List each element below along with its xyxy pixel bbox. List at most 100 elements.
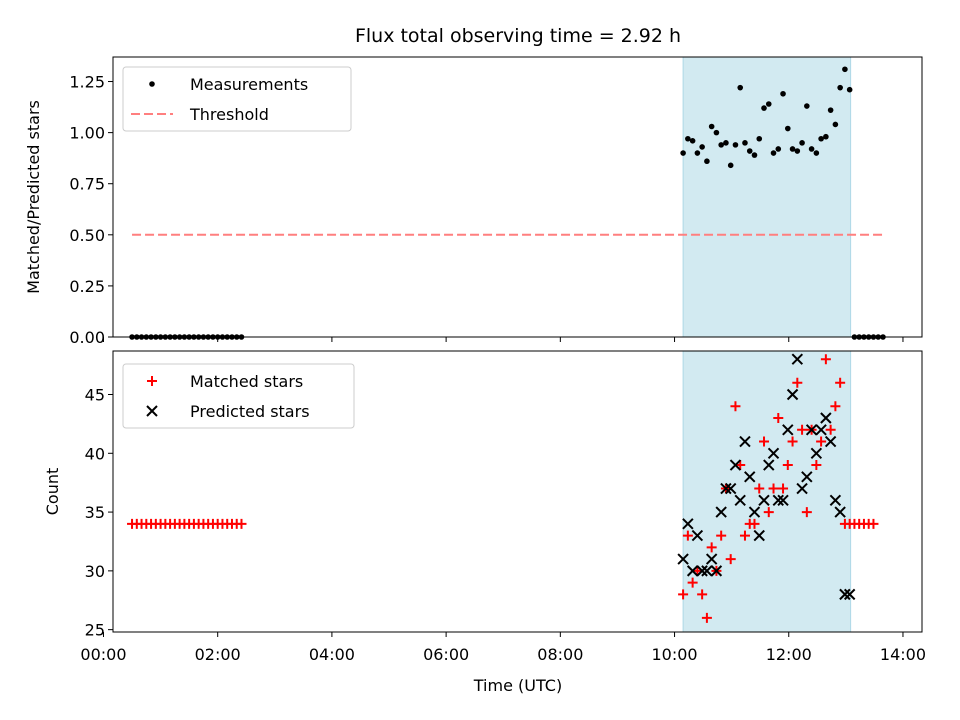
matched-stars-point	[687, 577, 698, 588]
measurement-point	[742, 140, 748, 146]
predicted-stars-point	[724, 482, 737, 495]
matched-stars-point	[801, 507, 812, 518]
y-tick-label: 0.50	[69, 226, 105, 245]
x-tick-label: 04:00	[309, 645, 355, 664]
matched-stars-point	[811, 460, 822, 471]
measurement-point	[746, 148, 753, 154]
predicted-stars-point	[677, 553, 689, 565]
axes-frame	[112, 350, 923, 633]
matched-stars-point	[797, 424, 808, 435]
predicted-stars-point	[758, 494, 770, 507]
axes-frame	[112, 56, 923, 338]
predicted-stars-point	[705, 553, 718, 565]
matched-stars-point	[749, 518, 760, 529]
predicted-stars-point	[839, 588, 851, 601]
x-tick-label: 02:00	[195, 645, 241, 664]
matched-stars-point	[830, 401, 841, 412]
matched-stars-point	[820, 354, 831, 365]
matched-stars-point	[754, 483, 765, 494]
x-tick-label: 00:00	[80, 645, 126, 664]
predicted-stars-point	[739, 435, 751, 448]
predicted-stars-point	[763, 459, 775, 471]
matched-stars-point	[236, 518, 247, 529]
x-tick-label: 08:00	[537, 645, 583, 664]
predicted-stars-point	[820, 412, 832, 424]
predicted-stars-point	[829, 494, 842, 507]
predicted-stars-point	[691, 529, 704, 542]
predicted-stars-point	[815, 424, 827, 436]
legend-label: Predicted stars	[190, 402, 310, 421]
series-matched-stars	[127, 354, 879, 623]
legend: Matched stars Predicted stars	[122, 363, 355, 429]
x-tick-label: 10:00	[651, 645, 697, 664]
measurement-point	[756, 135, 763, 142]
x-tick-label: 12:00	[766, 645, 812, 664]
measurement-point	[775, 146, 782, 152]
legend-box	[122, 66, 352, 132]
matched-stars-point	[782, 460, 793, 471]
matched-stars-point	[768, 483, 779, 494]
predicted-stars-point	[748, 506, 761, 518]
legend-box	[122, 363, 355, 429]
measurement-point	[680, 150, 686, 156]
matched-stars-point	[678, 589, 689, 600]
predicted-stars-point	[715, 506, 727, 518]
measurement-point	[708, 123, 715, 130]
chart-title: Flux total observing time = 2.92 h	[355, 25, 681, 47]
y-tick-label: 30	[85, 562, 105, 581]
matched-stars-point	[787, 436, 798, 447]
measurement-point	[799, 140, 805, 146]
matched-stars-point	[835, 377, 846, 388]
predicted-stars-point	[791, 353, 804, 365]
measurement-point	[685, 135, 691, 142]
legend: Measurements Threshold	[122, 66, 352, 132]
measurement-point	[694, 150, 701, 156]
predicted-stars-point	[824, 435, 837, 448]
measurement-point	[689, 137, 696, 144]
predicted-stars-point	[686, 565, 699, 577]
legend-label: Threshold	[189, 105, 269, 124]
measurement-point	[808, 146, 815, 152]
y-tick-label: 0.00	[69, 328, 105, 347]
matched-stars-point	[763, 507, 774, 518]
legend-label: Matched stars	[190, 372, 303, 391]
legend-label: Measurements	[190, 75, 308, 94]
y-tick-label: 1.00	[69, 124, 105, 143]
y-tick-label: 0.25	[69, 277, 105, 296]
y-tick-label: 0.75	[69, 175, 105, 194]
matched-stars-point	[773, 413, 784, 424]
predicted-stars-point	[744, 471, 756, 483]
matched-stars-point	[697, 589, 708, 600]
predicted-stars-point	[834, 506, 846, 518]
measurement-point	[827, 107, 834, 113]
predicted-stars-point	[782, 424, 794, 436]
measurement-point	[794, 148, 801, 154]
predicted-stars-point	[682, 518, 694, 530]
matched-stars-point	[868, 518, 879, 529]
measurement-point	[780, 90, 786, 97]
measurement-point	[837, 84, 843, 91]
matched-stars-point	[778, 483, 789, 494]
matched-stars-point	[816, 436, 827, 447]
x-tick-label: 06:00	[423, 645, 469, 664]
measurement-point	[699, 144, 705, 150]
y-tick-label: 1.25	[69, 73, 105, 92]
matched-stars-point	[725, 554, 736, 565]
measurement-point	[723, 140, 729, 146]
measurement-point	[770, 150, 777, 156]
predicted-stars-point	[729, 459, 742, 471]
predicted-stars-point	[796, 482, 808, 495]
predicted-stars-point	[710, 565, 723, 577]
matched-stars-point	[792, 377, 803, 388]
legend-dot-marker	[149, 81, 155, 87]
observing-window-band	[682, 56, 852, 338]
measurement-point	[823, 133, 829, 140]
measurement-point	[832, 121, 839, 128]
y-tick-label: 35	[85, 503, 105, 522]
matched-stars-point	[692, 565, 703, 576]
count-panel: 25 30 35 40 45 00:00 02:00 04:00 06:00 08:00 10:00…	[43, 351, 926, 664]
predicted-stars-point	[843, 588, 856, 601]
predicted-stars-point	[810, 447, 823, 459]
matched-stars-point	[735, 460, 746, 471]
measurement-point	[704, 158, 710, 165]
